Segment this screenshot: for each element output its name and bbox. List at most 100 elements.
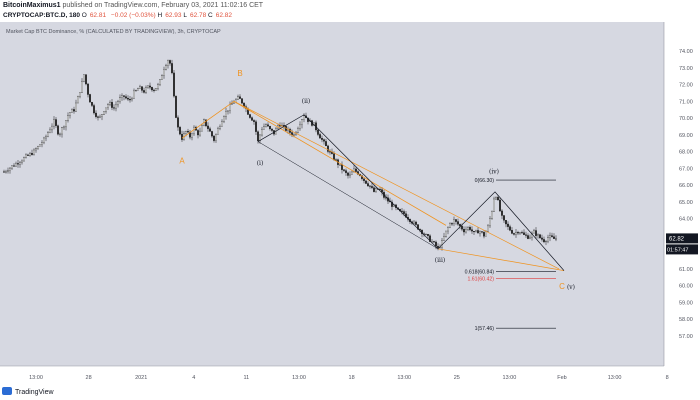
candle-body-56	[115, 104, 117, 109]
candle-body-3	[9, 167, 11, 171]
candle-body-258	[519, 232, 521, 234]
candle-body-81	[165, 65, 167, 70]
y-tick-label-15: 59.00	[679, 300, 693, 306]
candle-body-273	[549, 235, 551, 239]
low-value: 62.78	[189, 12, 207, 19]
candle-body-244	[491, 211, 493, 219]
candle-body-176	[355, 168, 357, 172]
y-tick-label-7: 67.00	[679, 166, 693, 172]
candle-body-111	[225, 111, 227, 117]
candle-body-71	[145, 87, 147, 93]
candle-body-75	[153, 89, 155, 91]
candle-body-268	[539, 234, 541, 239]
low-label: L	[183, 12, 187, 19]
candle-body-261	[525, 234, 527, 236]
candle-body-28	[59, 133, 61, 135]
wave-label-c: C	[559, 282, 565, 291]
candle-body-201	[405, 213, 407, 218]
candle-body-22	[47, 132, 49, 137]
candle-body-251	[505, 220, 507, 225]
candle-body-225	[453, 219, 455, 224]
author-name[interactable]: BitcoinMaximus1	[3, 2, 61, 9]
y-tick-label-10: 64.00	[679, 217, 693, 223]
candle-body-84	[171, 63, 173, 74]
candle-body-226	[455, 219, 457, 222]
candle-body-23	[49, 129, 51, 133]
tradingview-logo[interactable]: TradingView	[2, 387, 54, 399]
candle-body-37	[77, 96, 79, 104]
candle-body-238	[479, 231, 481, 234]
candle-body-117	[237, 96, 239, 100]
candle-body-166	[335, 159, 337, 161]
candle-body-185	[373, 187, 375, 192]
candle-body-54	[111, 102, 113, 108]
candle-body-254	[511, 230, 513, 234]
candle-body-91	[185, 131, 187, 134]
countdown-text: 01:57:47	[667, 247, 688, 253]
sub-wave-channel	[257, 141, 439, 250]
candle-body-228	[459, 224, 461, 227]
candle-body-109	[221, 121, 223, 127]
candle-body-173	[349, 174, 351, 176]
candle-body-34	[71, 109, 73, 113]
candle-body-27	[57, 125, 59, 135]
candle-body-19	[41, 142, 43, 145]
candle-body-26	[55, 119, 57, 126]
candle-body-183	[369, 185, 371, 187]
candle-body-243	[489, 218, 491, 227]
publish-info: BitcoinMaximus1 published on TradingView…	[0, 0, 700, 11]
chart-title: Market Cap BTC Dominance, % (CALCULATED …	[6, 29, 221, 35]
candle-body-230	[463, 229, 465, 233]
x-tick-label-10: Feb	[557, 375, 566, 381]
countdown-box	[666, 244, 698, 255]
candle-body-224	[451, 223, 453, 225]
candle-body-160	[323, 139, 325, 142]
candle-body-161	[325, 141, 327, 147]
x-tick-label-4: 11	[244, 375, 250, 381]
candle-body-172	[347, 172, 349, 176]
candle-body-212	[427, 234, 429, 236]
candle-body-51	[105, 107, 107, 112]
candle-body-24	[51, 125, 53, 131]
candle-body-6	[15, 163, 17, 167]
candle-body-69	[141, 86, 143, 91]
fib-label-0: 0(66.30)	[475, 178, 495, 184]
candle-body-118	[239, 96, 241, 99]
candle-body-213	[429, 235, 431, 242]
candle-body-97	[197, 130, 199, 136]
candle-body-256	[515, 232, 517, 235]
fib-label-3: 1(57.46)	[475, 326, 495, 332]
candle-body-65	[133, 90, 135, 99]
close-label: C	[208, 12, 213, 19]
candle-body-253	[509, 226, 511, 231]
candle-body-127	[257, 131, 259, 142]
candle-body-53	[109, 102, 111, 105]
candle-body-12	[27, 154, 29, 156]
candle-body-220	[443, 236, 445, 241]
candle-body-115	[233, 101, 235, 104]
candle-body-99	[201, 125, 203, 132]
subwave-label-3: (iii)	[435, 257, 445, 264]
last-price-box	[666, 233, 698, 244]
candle-body-41	[85, 74, 87, 85]
candle-body-267	[537, 234, 539, 236]
y-tick-label-16: 58.00	[679, 317, 693, 323]
candle-body-63	[129, 99, 131, 101]
candle-body-78	[159, 79, 161, 85]
x-tick-label-0: 13:00	[29, 375, 43, 381]
candle-body-66	[135, 90, 137, 92]
candle-body-114	[231, 103, 233, 105]
open-value: 62.81	[89, 12, 107, 19]
y-tick-label-1: 73.00	[679, 66, 693, 72]
candle-body-150	[303, 115, 305, 120]
candle-body-112	[227, 110, 229, 112]
y-tick-label-3: 71.00	[679, 99, 693, 105]
candle-body-30	[63, 126, 65, 129]
chart-canvas[interactable]: Market Cap BTC Dominance, % (CALCULATED …	[0, 22, 700, 386]
candle-body-15	[33, 149, 35, 155]
candle-body-29	[61, 127, 63, 135]
candle-body-168	[339, 164, 341, 166]
candle-body-180	[363, 178, 365, 181]
candle-body-170	[343, 169, 345, 171]
candle-body-159	[321, 138, 323, 140]
